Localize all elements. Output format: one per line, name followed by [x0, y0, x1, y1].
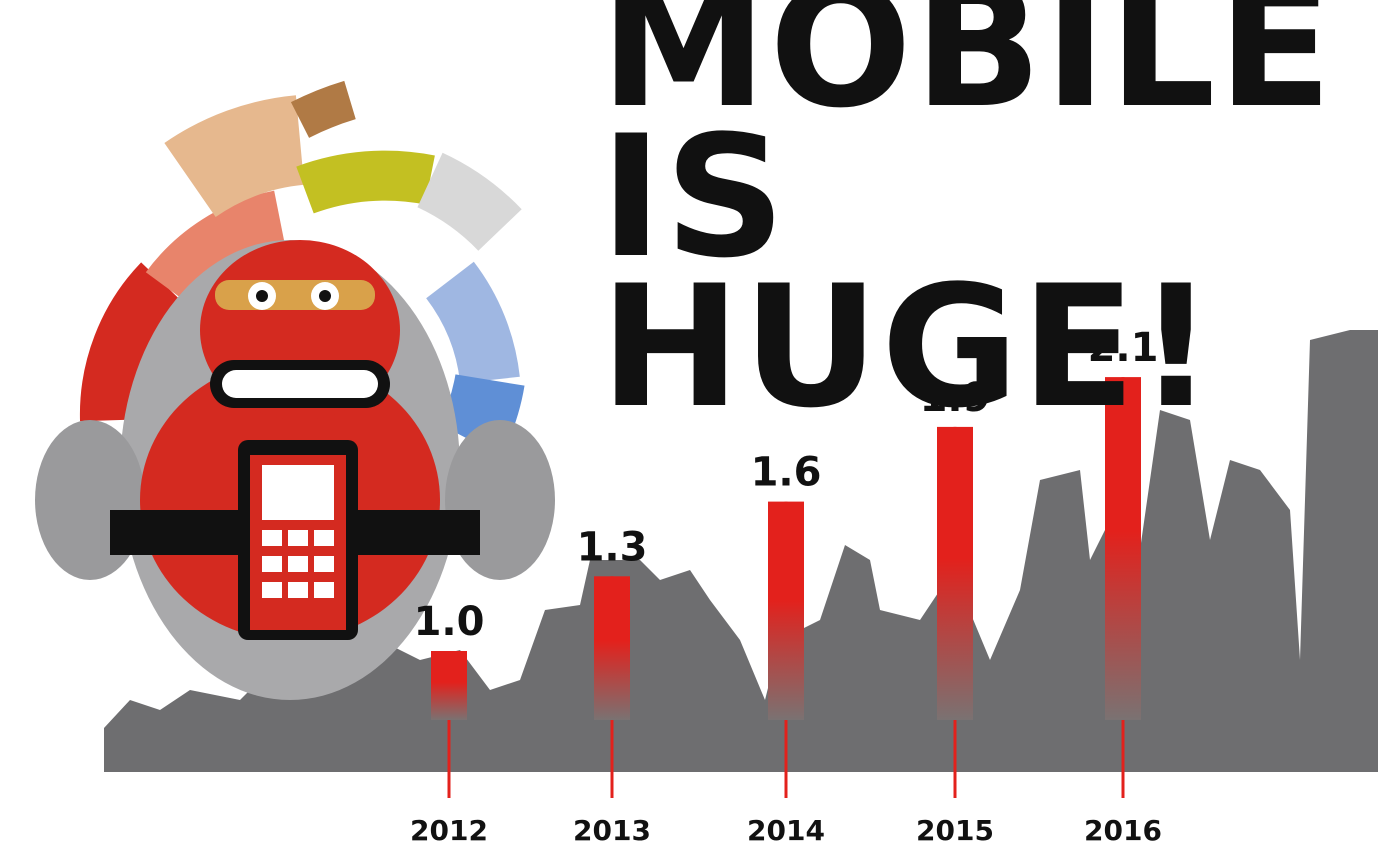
- x-tick-label: 2015: [916, 814, 994, 844]
- x-tick-label: 2016: [1084, 814, 1162, 844]
- value-label: 1.0: [414, 599, 485, 645]
- x-tick-label: 2012: [410, 814, 488, 844]
- value-label: 1.6: [751, 450, 822, 496]
- bar: [768, 501, 804, 720]
- value-label: 1.9: [920, 375, 991, 421]
- value-label: 2.1: [1088, 325, 1159, 371]
- bar: [431, 651, 467, 720]
- ring-decoration: [79, 80, 525, 457]
- bar: [594, 576, 630, 720]
- x-tick-label: 2013: [573, 814, 651, 844]
- monster: [35, 240, 555, 700]
- skyline: [104, 330, 1378, 772]
- value-label: 1.3: [577, 524, 648, 570]
- bar: [1105, 377, 1141, 720]
- chart-title: MOBILE IS HUGE!: [600, 0, 1335, 445]
- bar: [937, 426, 973, 720]
- x-tick-label: 2014: [747, 814, 825, 844]
